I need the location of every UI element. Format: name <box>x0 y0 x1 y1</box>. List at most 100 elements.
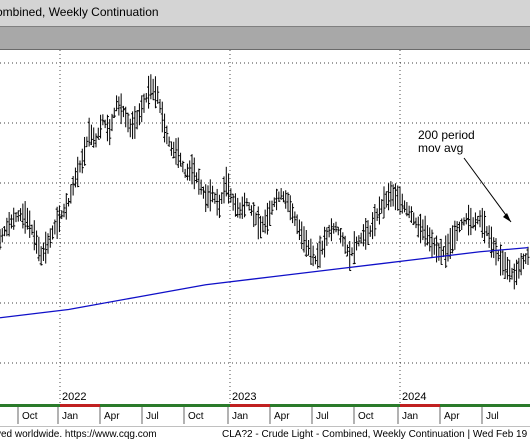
price-bar <box>373 204 377 237</box>
price-bar <box>259 215 263 239</box>
price-bar <box>409 206 413 223</box>
price-bar <box>265 202 269 235</box>
price-bar <box>489 226 493 258</box>
price-bar <box>165 125 169 145</box>
price-bar <box>487 225 491 248</box>
price-bar <box>215 188 219 216</box>
price-bar <box>275 188 279 211</box>
price-bar <box>142 93 146 113</box>
annotation-text-line1: 200 period <box>418 128 475 142</box>
price-bar <box>524 253 528 264</box>
month-label: Apr <box>274 411 290 422</box>
price-bar <box>476 215 480 225</box>
price-bar <box>352 231 356 265</box>
price-bar <box>222 176 226 204</box>
price-bar <box>254 212 258 226</box>
price-bar <box>167 136 171 147</box>
price-bar <box>208 179 212 212</box>
price-bar <box>87 117 91 147</box>
price-bar <box>14 212 18 223</box>
price-bar <box>526 246 530 265</box>
price-bar <box>108 119 112 146</box>
price-bar <box>284 190 288 209</box>
price-bar <box>181 160 185 173</box>
price-bar <box>30 224 34 235</box>
price-bar <box>334 221 338 233</box>
price-bar <box>115 95 119 112</box>
price-bar <box>492 237 496 259</box>
price-bar <box>407 205 411 219</box>
price-bar <box>419 213 423 243</box>
price-bar <box>252 202 256 228</box>
price-bar <box>471 217 475 229</box>
price-bar <box>473 212 477 231</box>
month-label: Oct <box>358 411 374 422</box>
time-axis: Oct Jan Apr Jul Oct Jan Apr Jul Oct Jan Apr Jul <box>0 404 530 426</box>
price-bar <box>78 160 82 173</box>
price-bar <box>297 219 301 241</box>
price-bar <box>467 204 471 236</box>
price-bar <box>277 191 281 202</box>
price-bar <box>345 244 349 257</box>
year-label: 2022 <box>62 391 86 403</box>
price-bar <box>119 93 123 125</box>
price-bar <box>261 216 265 233</box>
price-bar <box>355 236 359 251</box>
status-bar: ved worldwide. https://www.cqg.com CLA?2… <box>0 426 530 442</box>
annotation-text-line2: mov avg <box>418 141 463 155</box>
price-bar <box>201 186 205 199</box>
price-bar <box>238 202 242 219</box>
price-bar <box>451 225 455 254</box>
price-bar <box>247 202 251 211</box>
month-label: Jan <box>62 411 78 422</box>
price-bar <box>455 221 459 242</box>
price-bar <box>350 247 354 257</box>
price-bar <box>318 235 322 268</box>
month-label: Jan <box>232 411 248 422</box>
price-bar <box>341 232 345 247</box>
price-bar <box>501 250 505 276</box>
price-bar <box>176 137 180 169</box>
price-bar <box>469 207 473 236</box>
price-bar <box>295 214 299 235</box>
price-bar <box>325 227 329 246</box>
month-label: Oct <box>188 411 204 422</box>
year-label: 2023 <box>232 391 256 403</box>
price-bar <box>204 184 208 213</box>
price-bar <box>249 205 253 216</box>
price-bar <box>23 201 27 234</box>
price-bar <box>3 226 7 237</box>
price-bar <box>140 95 144 123</box>
price-bar <box>28 210 32 238</box>
annotation-arrow-head <box>503 213 511 222</box>
price-bar <box>380 199 384 214</box>
month-label: Oct <box>22 411 38 422</box>
price-bar <box>361 224 365 247</box>
price-bar <box>149 74 153 100</box>
price-bar <box>348 240 352 272</box>
price-bar <box>199 179 203 195</box>
price-bar <box>398 186 402 215</box>
month-label: Apr <box>104 411 120 422</box>
price-bar <box>213 192 217 204</box>
price-bar <box>496 250 500 262</box>
price-bar <box>478 210 482 228</box>
price-bar <box>137 103 141 126</box>
price-bar <box>421 219 425 241</box>
price-bar <box>131 111 135 140</box>
price-bar <box>279 188 283 200</box>
moving-average-line <box>0 246 529 319</box>
price-bar <box>62 203 66 218</box>
price-bar <box>245 198 249 207</box>
price-bar <box>432 237 436 255</box>
price-bar <box>105 114 109 142</box>
price-bar <box>377 196 381 225</box>
price-bar <box>240 196 244 219</box>
price-bar <box>313 255 317 265</box>
price-bar <box>405 201 409 217</box>
price-chart[interactable]: 2022 2023 2024 200 period mov avg <box>0 50 530 404</box>
price-bar <box>156 86 160 104</box>
price-bar <box>51 225 55 240</box>
price-bar <box>439 238 443 265</box>
month-label: Jul <box>486 411 499 422</box>
